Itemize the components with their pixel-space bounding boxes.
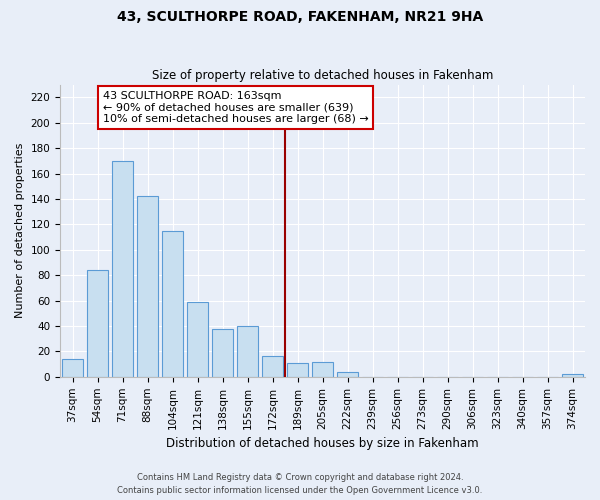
Bar bbox=[187, 302, 208, 377]
Text: Contains HM Land Registry data © Crown copyright and database right 2024.
Contai: Contains HM Land Registry data © Crown c… bbox=[118, 474, 482, 495]
Y-axis label: Number of detached properties: Number of detached properties bbox=[15, 143, 25, 318]
Bar bbox=[562, 374, 583, 377]
Bar bbox=[287, 363, 308, 377]
Bar bbox=[312, 362, 333, 377]
Bar bbox=[87, 270, 108, 377]
Bar bbox=[237, 326, 258, 377]
Bar bbox=[262, 356, 283, 377]
Bar bbox=[62, 359, 83, 377]
Bar bbox=[162, 230, 183, 377]
Bar bbox=[112, 161, 133, 377]
Text: 43 SCULTHORPE ROAD: 163sqm
← 90% of detached houses are smaller (639)
10% of sem: 43 SCULTHORPE ROAD: 163sqm ← 90% of deta… bbox=[103, 91, 368, 124]
Title: Size of property relative to detached houses in Fakenham: Size of property relative to detached ho… bbox=[152, 69, 493, 82]
Bar bbox=[337, 372, 358, 377]
Bar bbox=[212, 328, 233, 377]
Bar bbox=[137, 196, 158, 377]
Text: 43, SCULTHORPE ROAD, FAKENHAM, NR21 9HA: 43, SCULTHORPE ROAD, FAKENHAM, NR21 9HA bbox=[117, 10, 483, 24]
X-axis label: Distribution of detached houses by size in Fakenham: Distribution of detached houses by size … bbox=[166, 437, 479, 450]
